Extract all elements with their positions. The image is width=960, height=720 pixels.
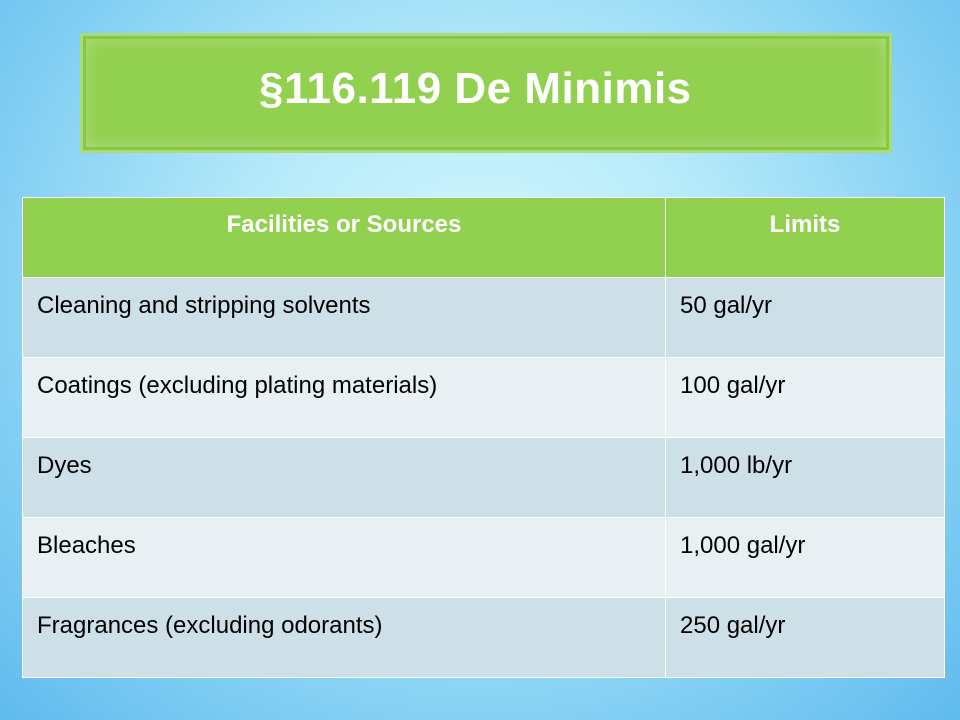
facility-cell: Fragrances (excluding odorants) [22, 597, 666, 678]
limit-cell: 50 gal/yr [665, 277, 945, 358]
table-header-row: Facilities or Sources Limits [22, 197, 945, 278]
title-banner: §116.119 De Minimis [80, 33, 892, 153]
table-row: Coatings (excluding plating materials) 1… [22, 357, 945, 438]
header-facilities: Facilities or Sources [22, 197, 666, 278]
limit-cell: 100 gal/yr [665, 357, 945, 438]
de-minimis-table: Facilities or Sources Limits Cleaning an… [22, 197, 945, 678]
facility-cell: Dyes [22, 437, 666, 518]
table-row: Fragrances (excluding odorants) 250 gal/… [22, 597, 945, 678]
slide-title: §116.119 De Minimis [259, 64, 692, 113]
facility-cell: Bleaches [22, 517, 666, 598]
facility-cell: Cleaning and stripping solvents [22, 277, 666, 358]
table-row: Bleaches 1,000 gal/yr [22, 517, 945, 598]
header-limits: Limits [665, 197, 945, 278]
table-row: Dyes 1,000 lb/yr [22, 437, 945, 518]
limit-cell: 250 gal/yr [665, 597, 945, 678]
limit-cell: 1,000 gal/yr [665, 517, 945, 598]
facility-cell: Coatings (excluding plating materials) [22, 357, 666, 438]
table-row: Cleaning and stripping solvents 50 gal/y… [22, 277, 945, 358]
limit-cell: 1,000 lb/yr [665, 437, 945, 518]
